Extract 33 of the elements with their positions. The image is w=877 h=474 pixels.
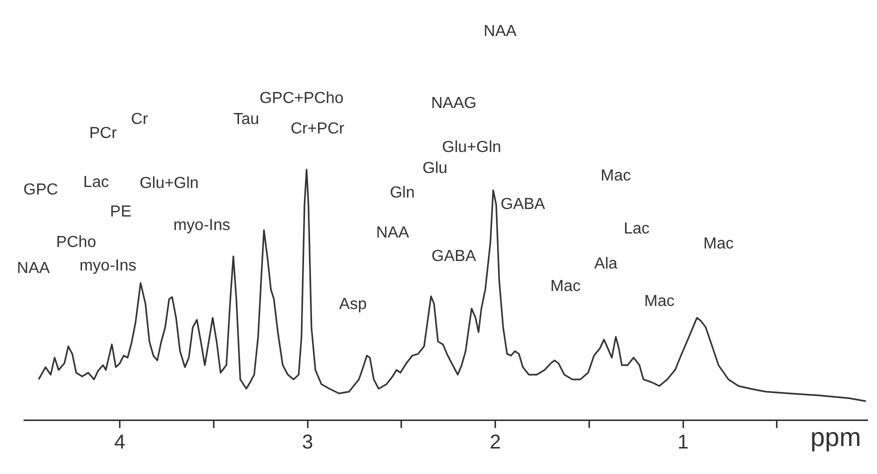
x-tick-label: 3 [302, 432, 314, 454]
text: Tau [233, 110, 260, 128]
annotation: NAA [16, 260, 50, 278]
annotation: NAA [376, 224, 410, 242]
annotation: myo-Ins [79, 257, 136, 274]
annotation: Mac [550, 278, 581, 296]
text: Cr+PCr [290, 120, 346, 138]
annotation: PE [110, 204, 132, 221]
text: GPC+PCho [259, 90, 344, 108]
annotation: Glu [422, 160, 448, 177]
annotation: Lac [624, 220, 650, 238]
annotation: Ala [594, 255, 618, 272]
annotation: GABA [500, 196, 546, 214]
text: Glu+Gln [442, 139, 502, 156]
x-tick-label: 1 [677, 432, 689, 454]
text: PCr [89, 125, 118, 142]
annotation: myo-Ins [173, 216, 230, 234]
annotation: Lac [83, 174, 109, 192]
annotation: Mac [703, 236, 734, 253]
annotation: GABA [432, 248, 476, 265]
x-axis-title: ppm [810, 422, 861, 452]
x-tick-label: 2 [490, 432, 501, 454]
annotation: Mac [644, 293, 674, 310]
text: NAA [484, 22, 517, 40]
annotation: Mac [600, 167, 631, 184]
annotation: GPC [23, 182, 58, 199]
x-tick-label: 4 [114, 432, 126, 454]
annotation: PCho [56, 234, 96, 251]
text: Cr [131, 110, 149, 128]
text: NAAG [431, 94, 476, 112]
annotation: Asp [339, 296, 367, 314]
annotation: Glu+Gln [140, 175, 199, 192]
annotation: Gln [390, 184, 415, 202]
